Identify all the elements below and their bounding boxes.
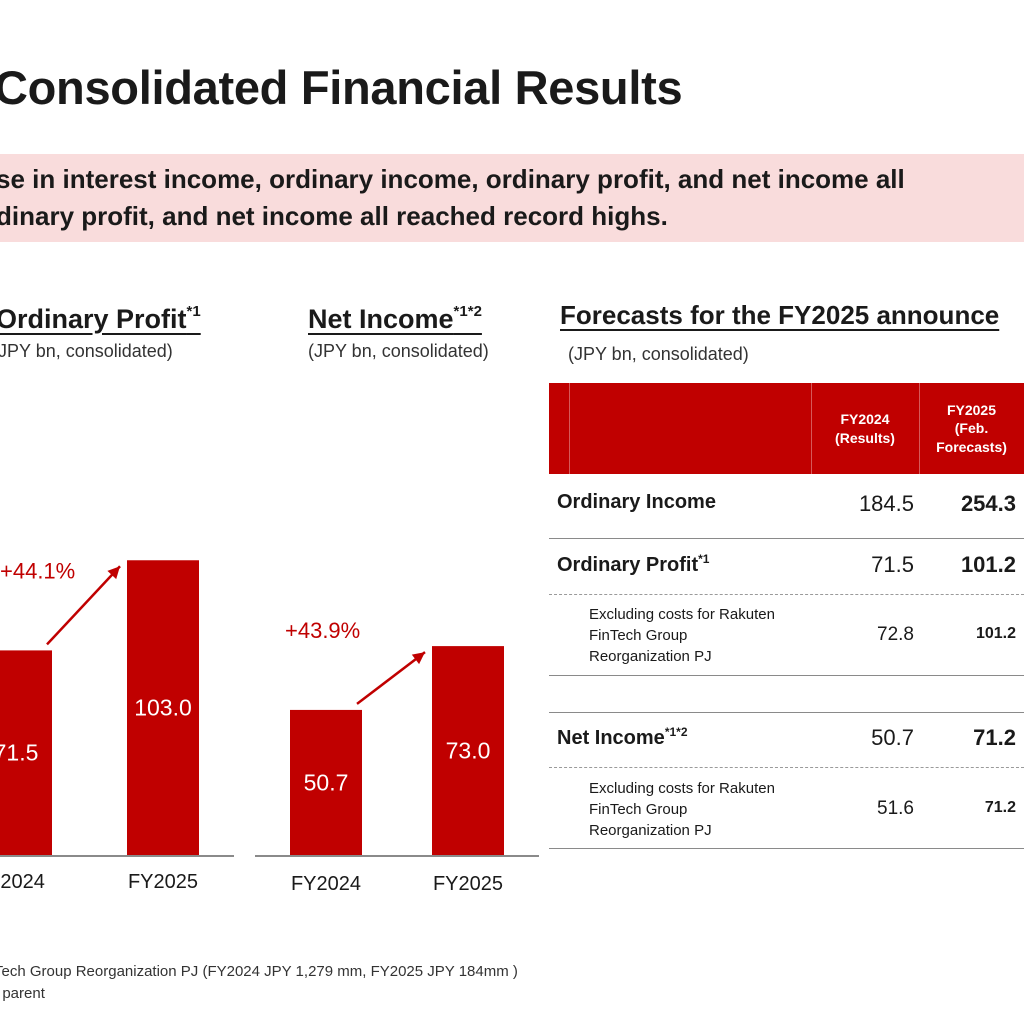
banner-line-2: dinary profit, and net income all reache…: [0, 201, 668, 231]
highlight-banner: se in interest income, ordinary income, …: [0, 154, 1024, 242]
footnote-2: f parent: [0, 985, 45, 1002]
page-title: Consolidated Financial Results: [0, 61, 683, 114]
growth-label: +44.1%: [0, 558, 75, 583]
row-value-fy2024: 184.5: [858, 491, 914, 516]
bar-value-label: 71.5: [0, 740, 38, 766]
x-tick-label: FY2025: [128, 871, 198, 893]
row-divider-dashed: [549, 594, 1024, 595]
bar-value-label: 103.0: [134, 695, 192, 721]
row-label: Ordinary Income: [557, 491, 716, 513]
forecast-title: Forecasts for the FY2025 announce: [560, 300, 1000, 330]
row-value-fy2024: 71.5: [871, 552, 914, 577]
row-divider: [549, 675, 1024, 676]
ordinary-profit-chart-title: Ordinary Profit*1: [0, 303, 201, 334]
bar-fy2024: [290, 709, 362, 855]
row-label: Excluding costs for Rakuten FinTech Grou…: [589, 780, 775, 839]
bar-value-label: 73.0: [446, 738, 491, 764]
row-divider: [549, 538, 1024, 539]
growth-arrow-head: [411, 652, 425, 665]
row-value-fy2024: 72.8: [877, 624, 914, 645]
x-tick-label: Y2024: [0, 871, 45, 893]
row-value-fy2025: 71.2: [984, 799, 1016, 816]
row-label: Ordinary Profit*1: [557, 552, 710, 576]
x-tick-label: FY2024: [291, 873, 361, 895]
x-tick-label: FY2025: [433, 873, 503, 895]
row-value-fy2024: 50.7: [871, 725, 914, 750]
banner-line-1: se in interest income, ordinary income, …: [0, 164, 905, 194]
ordinary-profit-unit: JPY bn, consolidated): [0, 341, 173, 361]
growth-arrow-head: [107, 566, 120, 580]
row-divider: [549, 848, 1024, 849]
bar-fy2024: [0, 650, 52, 855]
growth-arrow-line: [46, 565, 121, 646]
forecast-unit: (JPY bn, consolidated): [568, 344, 749, 364]
row-value-fy2025: 71.2: [973, 725, 1016, 750]
row-label: Net Income*1*2: [557, 725, 688, 749]
net-income-unit: (JPY bn, consolidated): [308, 341, 489, 361]
row-value-fy2025: 101.2: [975, 625, 1016, 642]
row-value-fy2024: 51.6: [877, 798, 914, 819]
growth-label: +43.9%: [285, 618, 360, 643]
ordinary-profit-chart: 71.5 Y2024 103.0 FY2025 +44.1%: [0, 558, 234, 893]
footnote-1: Tech Group Reorganization PJ (FY2024 JPY…: [0, 963, 518, 980]
row-divider: [549, 712, 1024, 713]
bar-fy2025: [432, 646, 504, 855]
bar-fy2025: [127, 560, 199, 855]
forecast-table: FY2024 (Results) FY2025 (Feb. Forecasts)…: [549, 383, 1024, 849]
bar-value-label: 50.7: [304, 769, 349, 795]
forecast-table-header: FY2024 (Results) FY2025 (Feb. Forecasts): [549, 383, 1024, 474]
column-header-fy2024: FY2024 (Results): [835, 411, 895, 446]
net-income-chart: 50.7 FY2024 73.0 FY2025 +43.9%: [255, 618, 539, 895]
row-value-fy2025: 101.2: [960, 552, 1016, 577]
row-value-fy2025: 254.3: [960, 491, 1016, 516]
row-label: Excluding costs for Rakuten FinTech Grou…: [589, 606, 775, 665]
net-income-chart-title: Net Income*1*2: [308, 303, 482, 334]
row-divider-dashed: [549, 767, 1024, 768]
growth-arrow-line: [356, 651, 426, 705]
column-header-fy2025: FY2025 (Feb. Forecasts): [936, 402, 1007, 455]
